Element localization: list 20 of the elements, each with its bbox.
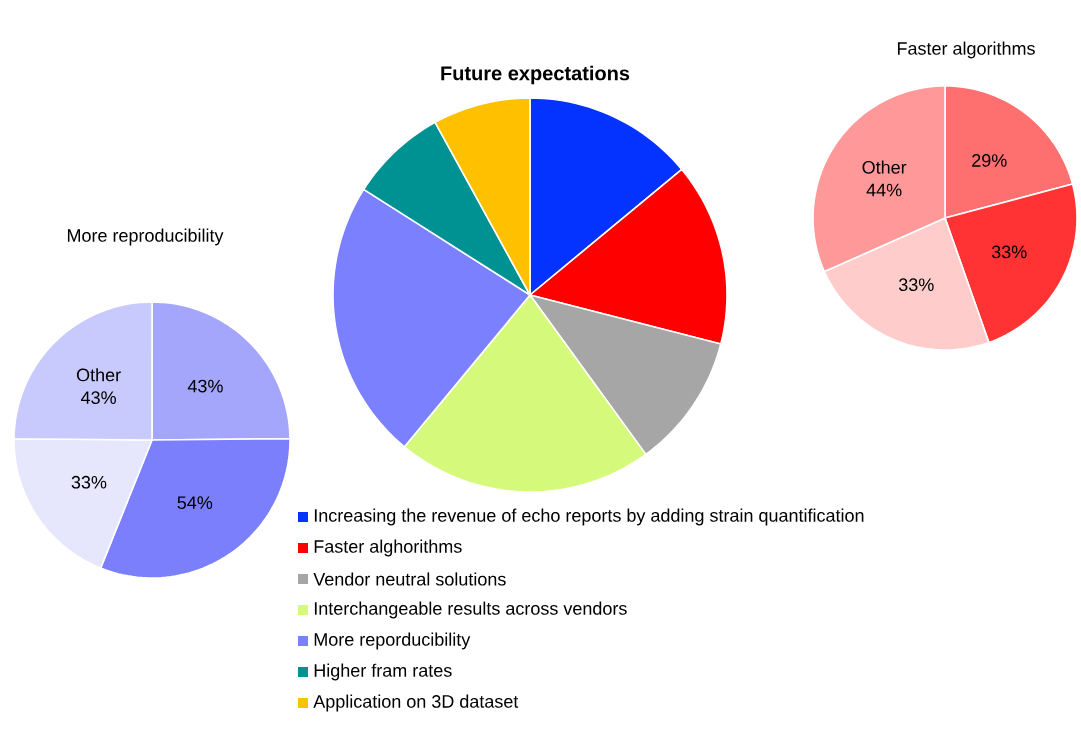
legend-label: Application on 3D dataset xyxy=(313,694,519,712)
legend-label: Interchangeable results across vendors xyxy=(314,601,627,619)
legend-label: Vendor neutral solutions xyxy=(313,572,506,586)
data-label: 44% xyxy=(866,183,902,197)
legend-label: Increasing the revenue of echo reports by adding strain quantification xyxy=(314,508,864,526)
data-label: 33% xyxy=(71,475,107,489)
data-label: 54% xyxy=(177,496,213,509)
legend-label: More reporducibility xyxy=(314,632,471,650)
chart-title: Future expectations xyxy=(441,65,630,85)
slice-label: Other xyxy=(76,368,121,382)
chart-title: Faster algorithms xyxy=(897,41,1035,59)
chart-title: More reproducibility xyxy=(67,228,224,246)
data-label: 43% xyxy=(80,391,116,405)
data-label: 33% xyxy=(898,278,934,292)
data-label: 43% xyxy=(187,379,223,393)
data-label: 33% xyxy=(991,245,1027,259)
data-label: 29% xyxy=(972,154,1007,167)
slice-label: Other xyxy=(862,160,907,174)
legend-label: Faster alghorithms xyxy=(314,539,462,557)
legend-label: Higher fram rates xyxy=(314,663,452,681)
